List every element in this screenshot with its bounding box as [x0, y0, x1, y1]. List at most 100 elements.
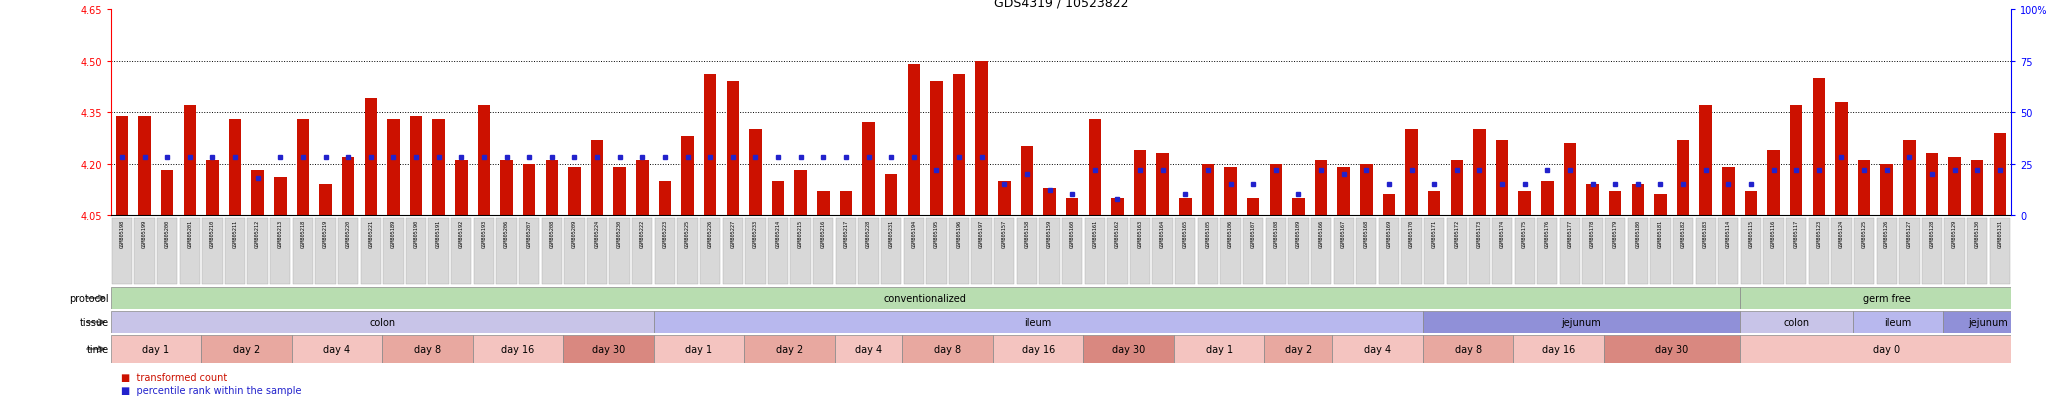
Bar: [184, 106, 197, 216]
Text: GSM805129: GSM805129: [1952, 219, 1958, 247]
Bar: [1880, 164, 1892, 216]
FancyBboxPatch shape: [1561, 219, 1581, 284]
FancyBboxPatch shape: [565, 219, 584, 284]
Bar: [727, 82, 739, 216]
Bar: [1423, 311, 1739, 333]
Text: GSM805176: GSM805176: [1544, 219, 1550, 247]
Bar: [1495, 140, 1507, 216]
FancyBboxPatch shape: [1221, 219, 1241, 284]
Text: GSM805233: GSM805233: [754, 219, 758, 247]
FancyBboxPatch shape: [745, 219, 766, 284]
Text: day 30: day 30: [1655, 344, 1688, 354]
Bar: [659, 181, 672, 216]
Bar: [111, 287, 1739, 309]
Bar: [590, 140, 604, 216]
Text: GSM805198: GSM805198: [119, 219, 125, 247]
Text: GSM805123: GSM805123: [1817, 219, 1821, 247]
Text: GSM805157: GSM805157: [1001, 219, 1008, 247]
Bar: [705, 75, 717, 216]
FancyBboxPatch shape: [1808, 219, 1829, 284]
Text: GSM805226: GSM805226: [709, 219, 713, 247]
Text: germ free: germ free: [1864, 293, 1911, 303]
Text: ■  percentile rank within the sample: ■ percentile rank within the sample: [121, 386, 301, 396]
FancyBboxPatch shape: [836, 219, 856, 284]
Bar: [997, 181, 1010, 216]
Bar: [1423, 335, 1513, 363]
Bar: [1745, 192, 1757, 216]
Bar: [342, 157, 354, 216]
FancyBboxPatch shape: [1198, 219, 1219, 284]
Text: time: time: [86, 344, 109, 354]
FancyBboxPatch shape: [428, 219, 449, 284]
Bar: [653, 335, 743, 363]
Bar: [907, 65, 920, 216]
Text: day 0: day 0: [1874, 344, 1901, 354]
Text: GSM805193: GSM805193: [481, 219, 487, 247]
Bar: [1174, 335, 1264, 363]
Text: jejunum: jejunum: [1968, 317, 2009, 327]
FancyBboxPatch shape: [700, 219, 721, 284]
Text: GSM805131: GSM805131: [1997, 219, 2003, 247]
Text: GSM805224: GSM805224: [594, 219, 600, 247]
Bar: [1315, 161, 1327, 216]
Bar: [1565, 144, 1577, 216]
FancyBboxPatch shape: [1401, 219, 1421, 284]
Text: GSM805225: GSM805225: [684, 219, 690, 247]
Bar: [1739, 287, 2034, 309]
Bar: [1925, 154, 1937, 216]
Bar: [387, 120, 399, 216]
Text: GSM805215: GSM805215: [799, 219, 803, 247]
Text: GSM805207: GSM805207: [526, 219, 532, 247]
FancyBboxPatch shape: [1831, 219, 1851, 284]
Bar: [1993, 133, 2007, 216]
FancyBboxPatch shape: [541, 219, 561, 284]
Bar: [903, 335, 993, 363]
Bar: [1382, 195, 1395, 216]
Text: GSM805163: GSM805163: [1137, 219, 1143, 247]
Text: day 4: day 4: [1364, 344, 1391, 354]
Bar: [1853, 311, 1944, 333]
FancyBboxPatch shape: [1966, 219, 1987, 284]
Text: GSM805208: GSM805208: [549, 219, 555, 247]
Text: GSM805114: GSM805114: [1726, 219, 1731, 247]
FancyBboxPatch shape: [881, 219, 901, 284]
Text: GSM805167: GSM805167: [1341, 219, 1346, 247]
Text: GSM805127: GSM805127: [1907, 219, 1913, 247]
Text: conventionalized: conventionalized: [883, 293, 967, 303]
FancyBboxPatch shape: [1898, 219, 1919, 284]
Bar: [1270, 164, 1282, 216]
FancyBboxPatch shape: [1696, 219, 1716, 284]
Bar: [1360, 164, 1372, 216]
FancyBboxPatch shape: [1040, 219, 1059, 284]
Text: GSM805172: GSM805172: [1454, 219, 1460, 247]
Bar: [1450, 161, 1462, 216]
Text: GSM805194: GSM805194: [911, 219, 915, 247]
Text: GSM805213: GSM805213: [279, 219, 283, 247]
FancyBboxPatch shape: [723, 219, 743, 284]
Bar: [297, 120, 309, 216]
Bar: [291, 335, 383, 363]
Text: GSM805216: GSM805216: [821, 219, 825, 247]
Text: GSM805162: GSM805162: [1114, 219, 1120, 247]
Bar: [1065, 198, 1079, 216]
FancyBboxPatch shape: [610, 219, 631, 284]
Text: GSM805181: GSM805181: [1659, 219, 1663, 247]
Text: GSM805197: GSM805197: [979, 219, 985, 247]
Bar: [1700, 106, 1712, 216]
Bar: [229, 120, 242, 216]
Bar: [1540, 181, 1554, 216]
FancyBboxPatch shape: [518, 219, 539, 284]
FancyBboxPatch shape: [1446, 219, 1466, 284]
Bar: [522, 164, 535, 216]
FancyBboxPatch shape: [315, 219, 336, 284]
Bar: [1202, 164, 1214, 216]
Text: GSM805191: GSM805191: [436, 219, 440, 247]
FancyBboxPatch shape: [496, 219, 516, 284]
FancyBboxPatch shape: [1468, 219, 1489, 284]
FancyBboxPatch shape: [1016, 219, 1036, 284]
Text: GSM805223: GSM805223: [662, 219, 668, 247]
Bar: [614, 168, 627, 216]
Text: protocol: protocol: [70, 293, 109, 303]
Bar: [993, 335, 1083, 363]
Bar: [1518, 192, 1532, 216]
